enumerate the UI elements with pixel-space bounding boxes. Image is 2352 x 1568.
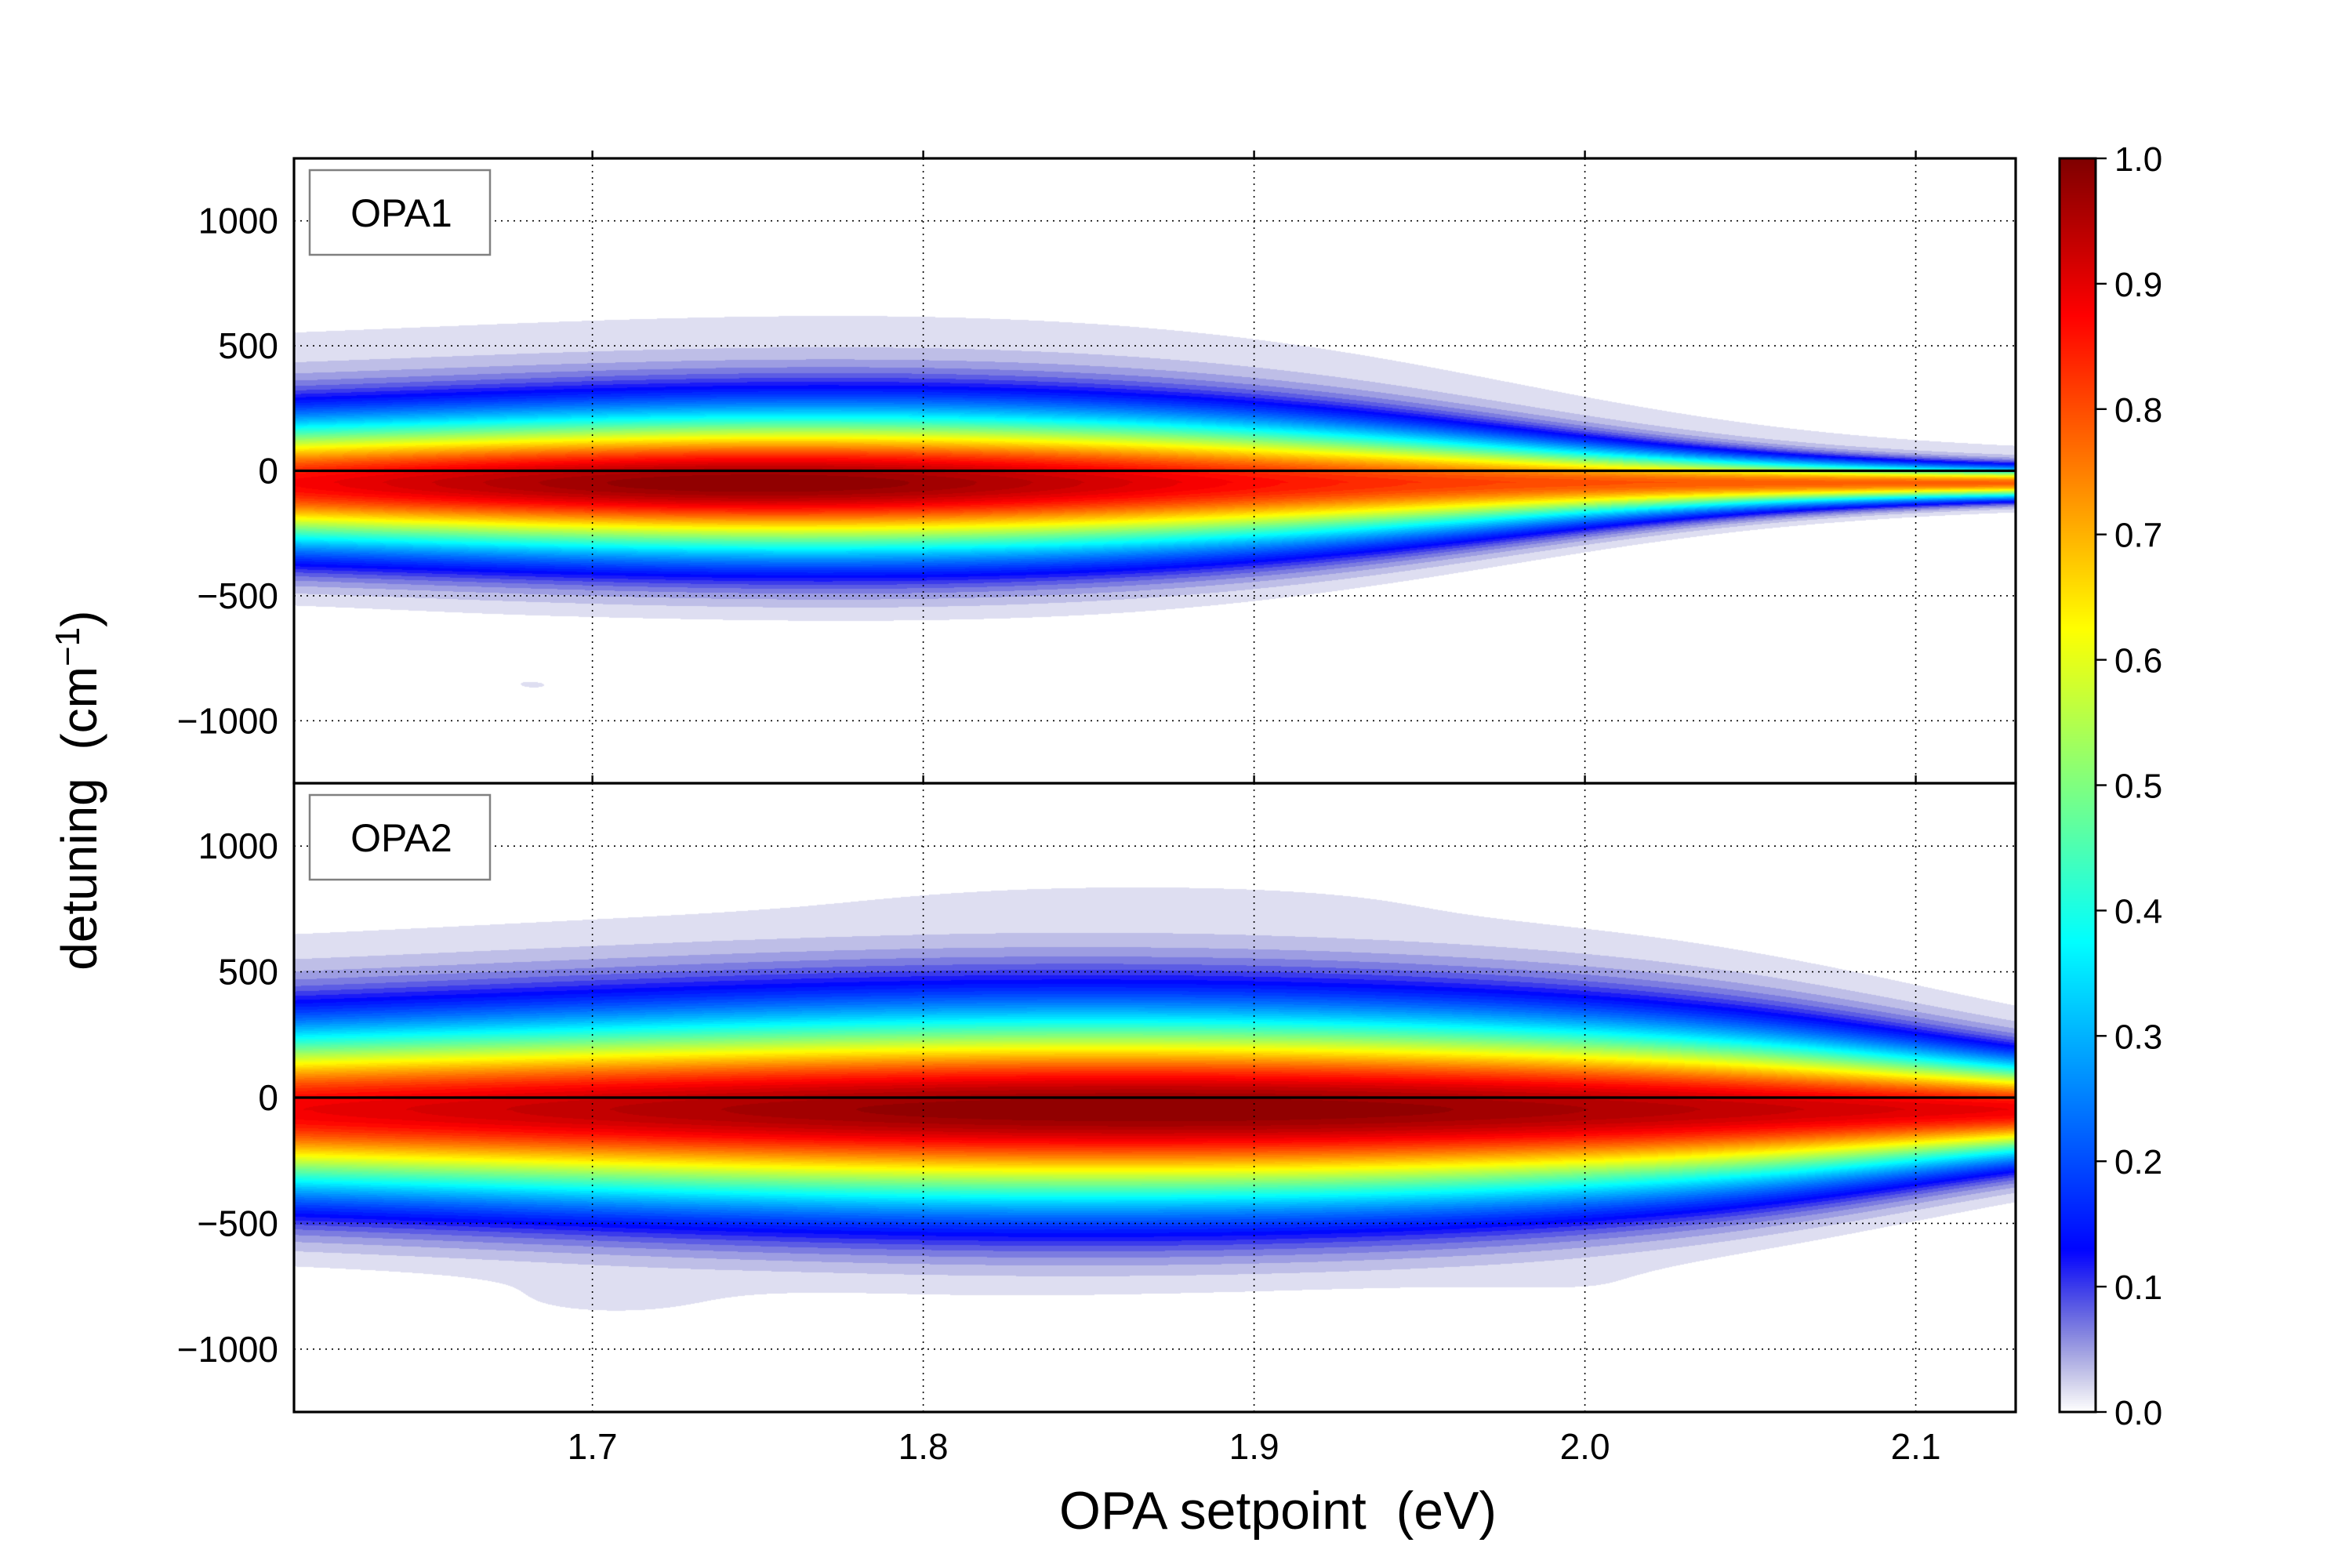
svg-text:0: 0 bbox=[258, 1077, 278, 1118]
svg-text:0.1: 0.1 bbox=[2114, 1269, 2162, 1307]
svg-text:0.3: 0.3 bbox=[2114, 1018, 2162, 1056]
svg-text:−1000: −1000 bbox=[177, 1329, 278, 1370]
svg-text:0.7: 0.7 bbox=[2114, 517, 2162, 555]
svg-text:1.0: 1.0 bbox=[2114, 140, 2162, 179]
svg-text:1.9: 1.9 bbox=[1229, 1426, 1279, 1467]
svg-text:OPA1: OPA1 bbox=[350, 191, 452, 235]
svg-text:OPA2: OPA2 bbox=[350, 816, 452, 860]
svg-text:1.8: 1.8 bbox=[898, 1426, 949, 1467]
svg-text:0.6: 0.6 bbox=[2114, 642, 2162, 681]
svg-text:0.4: 0.4 bbox=[2114, 892, 2162, 931]
svg-text:0: 0 bbox=[258, 451, 278, 492]
svg-text:0.9: 0.9 bbox=[2114, 266, 2162, 304]
svg-text:2.1: 2.1 bbox=[1891, 1426, 1941, 1467]
svg-text:0.0: 0.0 bbox=[2114, 1394, 2162, 1432]
svg-text:0.8: 0.8 bbox=[2114, 391, 2162, 430]
svg-text:−500: −500 bbox=[197, 575, 278, 616]
svg-text:0.5: 0.5 bbox=[2114, 768, 2162, 806]
svg-text:500: 500 bbox=[218, 952, 278, 993]
svg-text:1.7: 1.7 bbox=[568, 1426, 618, 1467]
svg-text:1000: 1000 bbox=[198, 201, 278, 241]
svg-text:−500: −500 bbox=[197, 1203, 278, 1243]
svg-text:1000: 1000 bbox=[198, 826, 278, 866]
svg-text:2.0: 2.0 bbox=[1560, 1426, 1610, 1467]
svg-text:500: 500 bbox=[218, 325, 278, 366]
svg-text:0.2: 0.2 bbox=[2114, 1143, 2162, 1181]
svg-text:−1000: −1000 bbox=[177, 700, 278, 741]
